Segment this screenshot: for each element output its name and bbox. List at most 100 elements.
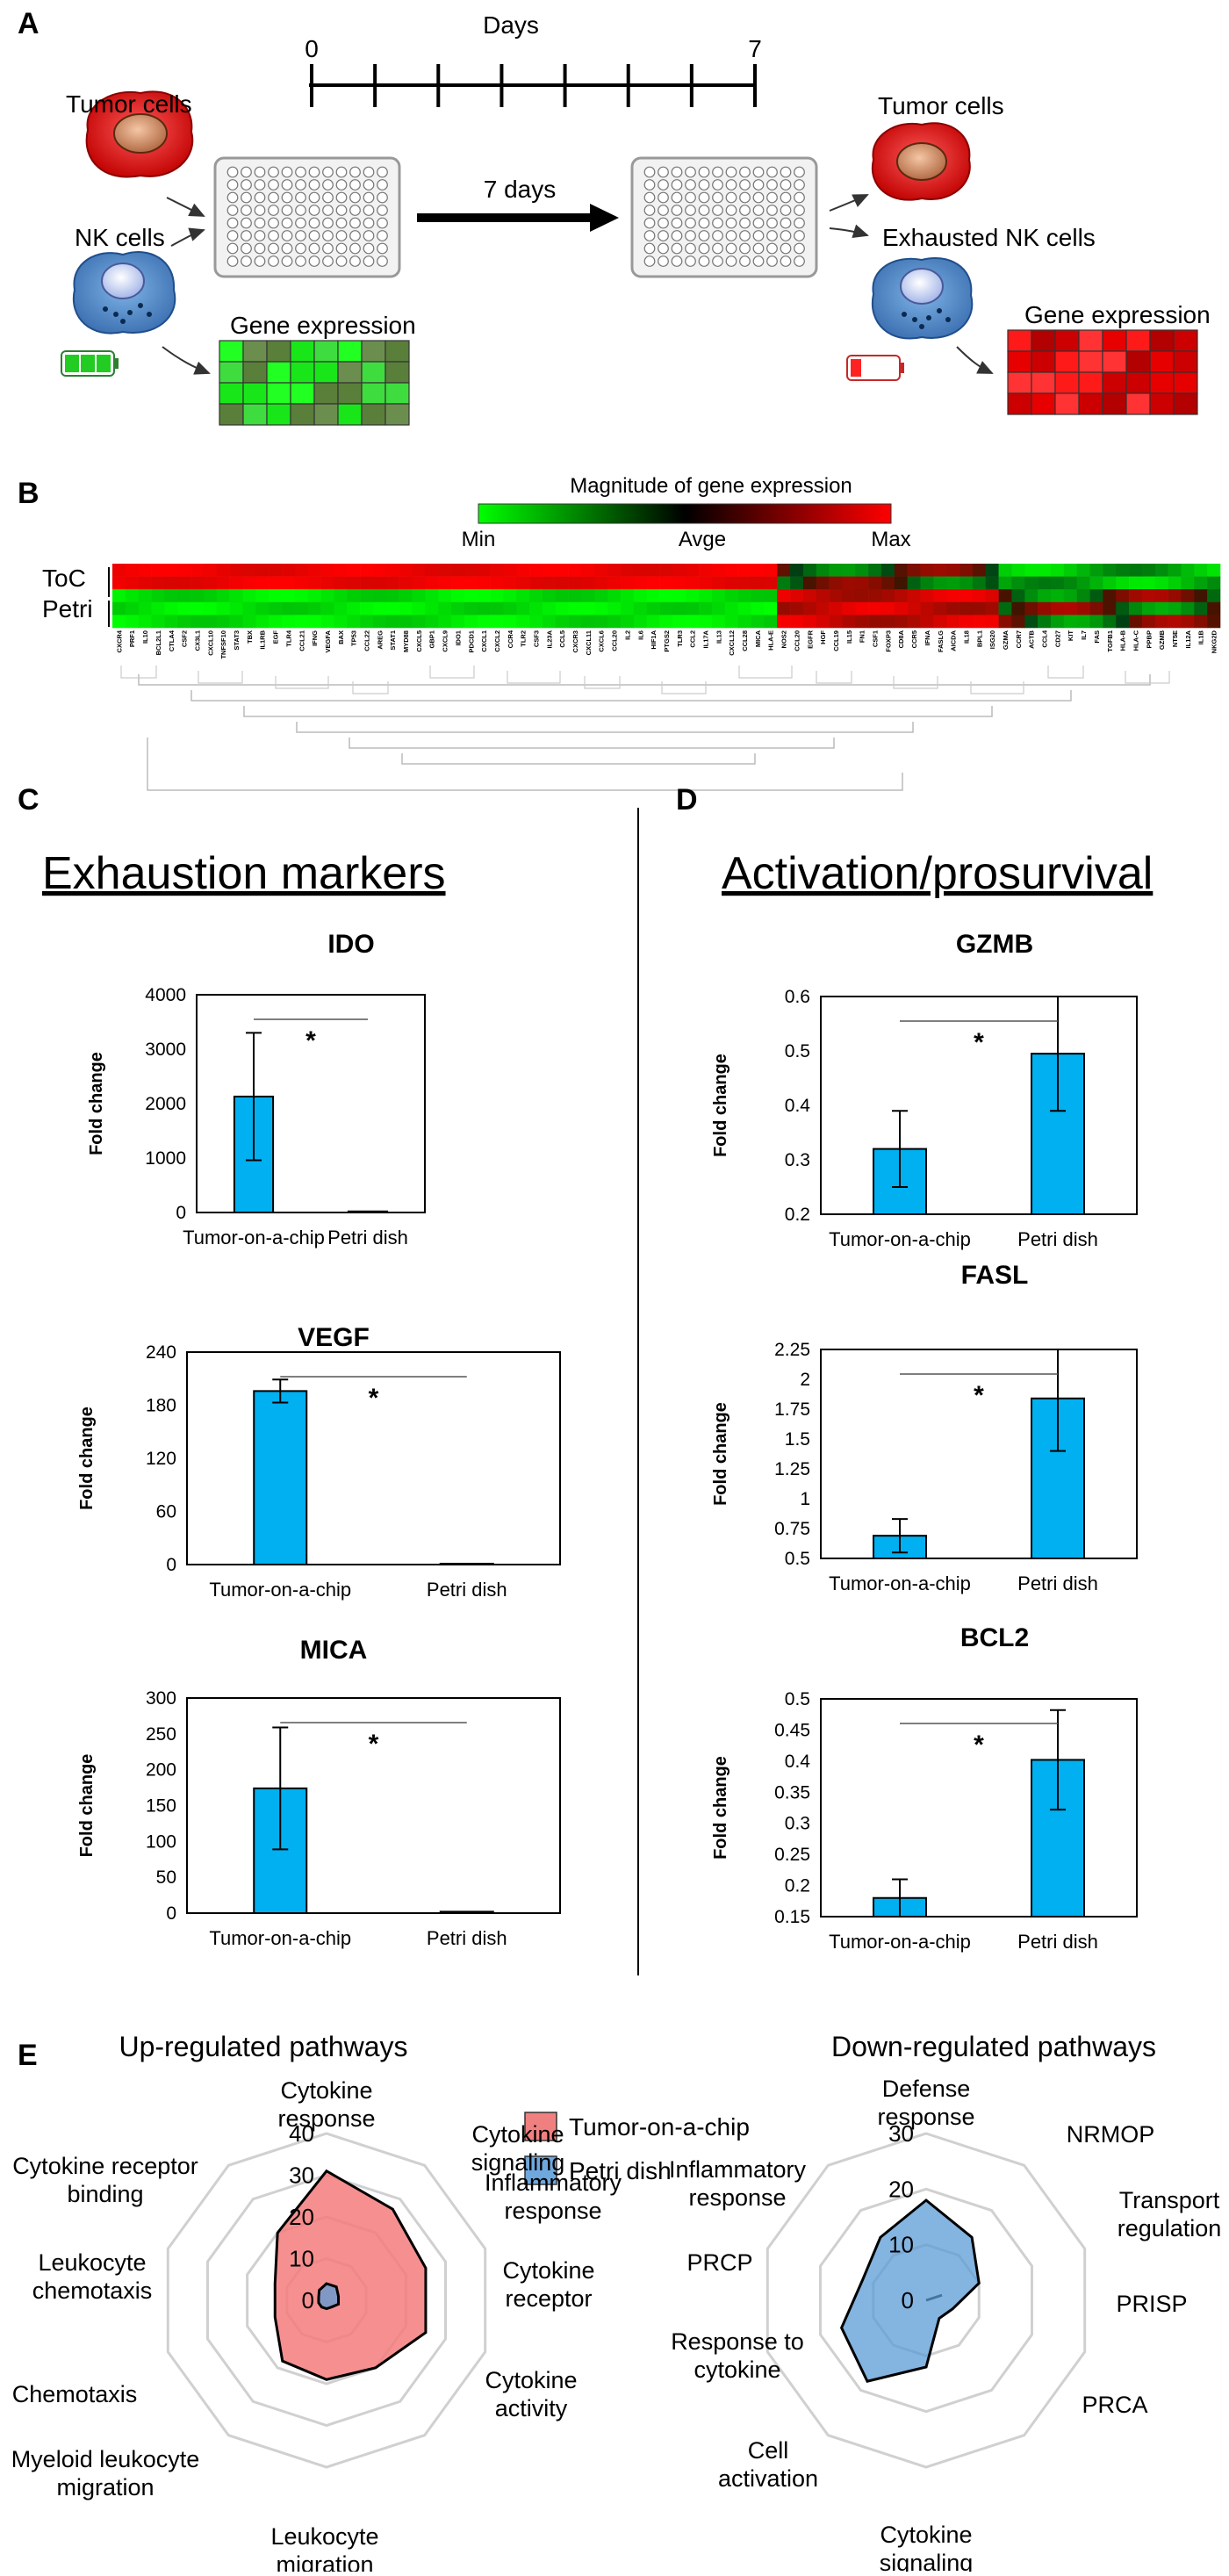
plate-well <box>295 166 306 178</box>
heatmap-cell <box>802 601 817 615</box>
plate-well <box>643 255 656 267</box>
heatmap-cell <box>985 615 999 629</box>
plate-well <box>643 205 656 216</box>
heatmap-cell <box>724 615 738 629</box>
heatmap-cell <box>568 601 582 615</box>
heatmap-cell <box>1141 576 1156 590</box>
heatmap-cell <box>868 564 882 577</box>
heatmap-cell <box>203 615 218 629</box>
heatmap-cell <box>1168 601 1182 615</box>
heatmap-cell <box>438 589 452 603</box>
heatmap-cell <box>672 615 686 629</box>
panel-b: B Magnitude of gene expression Min Avge … <box>18 474 1221 791</box>
gene-cell <box>1125 371 1151 394</box>
gene-label: CCL5 <box>558 630 566 648</box>
heatmap-cell <box>737 564 751 577</box>
gene-label: CTLA4 <box>168 630 176 651</box>
gene-cell <box>337 340 363 363</box>
plate-well <box>335 242 348 255</box>
gene-cell <box>266 403 291 426</box>
heatmap-cell <box>451 601 465 615</box>
plate-well <box>268 191 279 204</box>
heatmap-cell <box>190 576 205 590</box>
heatmap-cell <box>1154 615 1168 629</box>
heatmap-cell <box>216 615 230 629</box>
heatmap-cell <box>1050 615 1065 629</box>
heatmap-cell <box>151 601 165 615</box>
plate-well <box>780 179 792 191</box>
dendrogram-branch <box>138 674 1151 686</box>
heatmap-cell <box>1154 564 1168 577</box>
radar-tick-label: 20 <box>289 2204 314 2230</box>
plate-well <box>268 255 279 267</box>
radar-axis-label: PRCP <box>686 2249 752 2276</box>
heatmap-cell <box>1194 601 1208 615</box>
plate-well <box>671 242 683 255</box>
radar-axis-label: Myeloid leukocyte <box>11 2446 200 2472</box>
heatmap-cell <box>269 601 283 615</box>
heatmap-cell <box>998 615 1012 629</box>
heatmap-cell <box>972 564 987 577</box>
gene-label: CCL19 <box>832 630 840 651</box>
gene-label: NOS2 <box>780 630 788 648</box>
heatmap-cell <box>686 589 700 603</box>
heatmap-cell <box>203 564 218 577</box>
heatmap-cell <box>282 615 296 629</box>
plate-well <box>725 205 737 216</box>
radar-axis-label: Cell <box>748 2437 789 2464</box>
gene-cell <box>337 361 363 384</box>
heatmap-cell <box>607 615 622 629</box>
heatmap-cell <box>1116 601 1130 615</box>
heatmap-cell <box>516 601 530 615</box>
plate-well <box>349 205 361 216</box>
heatmap-cell <box>633 589 648 603</box>
gene-cell <box>313 361 339 384</box>
heatmap-cell <box>764 589 778 603</box>
heatmap-cell <box>360 589 374 603</box>
plate-well <box>712 255 723 267</box>
radar-axis-label: cytokine <box>694 2357 780 2383</box>
gene-label: TLR2 <box>520 630 528 647</box>
heatmap-cell <box>1024 589 1039 603</box>
heatmap-cell <box>385 601 399 615</box>
bar-chart-mica: MICA 0 50 100 150 200 250 300 Fold change Tumor-o… <box>77 1636 561 1949</box>
heatmap-cell <box>112 564 126 577</box>
gene-label: CCL22 <box>363 630 370 651</box>
gene-label: MICA <box>754 630 762 647</box>
heatmap-cell <box>711 601 726 615</box>
heatmap-cell <box>1050 601 1065 615</box>
gene-label: STAT1 <box>389 630 397 651</box>
plate-well <box>322 166 334 178</box>
heatmap-cell <box>920 601 934 615</box>
plate-well <box>794 242 805 255</box>
heatmap-cell <box>269 564 283 577</box>
heatmap-cell <box>907 615 921 629</box>
gene-label: GZMA <box>1002 630 1010 650</box>
heatmap-cell <box>529 564 543 577</box>
heatmap-cell <box>425 576 439 590</box>
heatmap-cell <box>972 615 987 629</box>
heatmap-cell <box>151 564 165 577</box>
gene-label: IDO1 <box>454 630 462 646</box>
gene-label: PDCD1 <box>467 630 475 652</box>
y-tick-label: 0.45 <box>774 1720 810 1740</box>
gene-label: TP53 <box>350 630 358 646</box>
radar-tick-label: 10 <box>888 2232 914 2258</box>
right-tumor-label: Tumor cells <box>878 92 1004 119</box>
gene-cell <box>313 340 339 363</box>
y-tick-label: 60 <box>156 1502 176 1522</box>
gene-label: IL2 <box>623 630 631 640</box>
gene-label: TNFSF10 <box>219 630 227 659</box>
gene-cell <box>1078 392 1103 415</box>
heatmap-cell <box>490 589 504 603</box>
radar-axis-label: regulation <box>1118 2215 1222 2241</box>
heatmap-cell <box>112 601 126 615</box>
dendrogram-branch <box>275 676 329 689</box>
radar-tick-label: 0 <box>302 2287 314 2313</box>
gene-label: IL15 <box>845 630 853 644</box>
heatmap-cell <box>1181 576 1195 590</box>
plate-well <box>268 205 279 216</box>
heatmap-cell <box>816 615 830 629</box>
heatmap-cell <box>242 564 256 577</box>
